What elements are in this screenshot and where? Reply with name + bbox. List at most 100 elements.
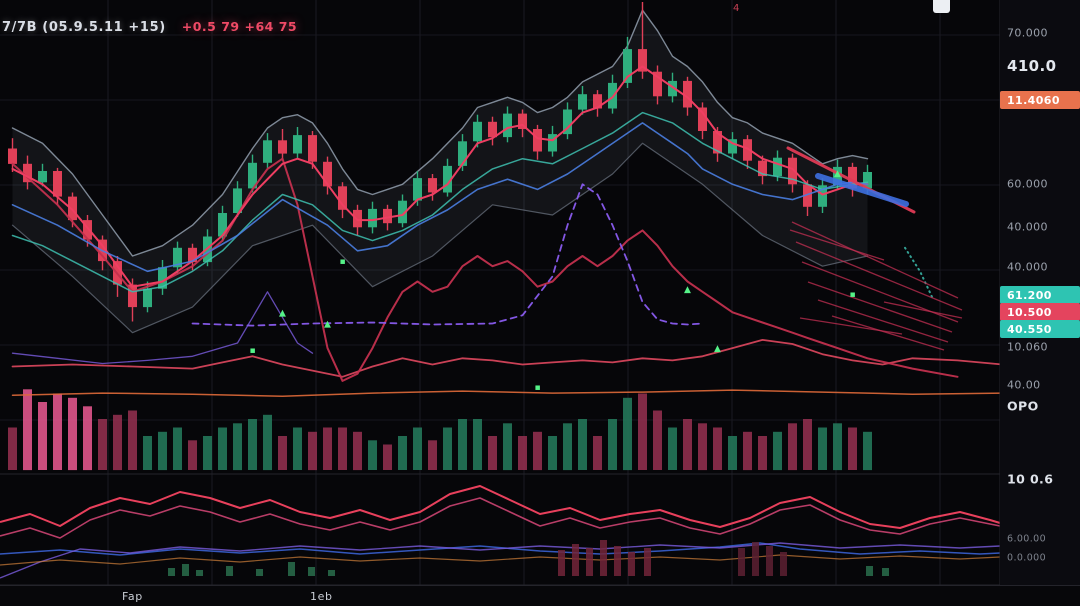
volume-bar: [398, 436, 407, 470]
volume-bar: [428, 440, 437, 470]
volume-bar: [848, 427, 857, 470]
candle-body: [473, 121, 482, 142]
candle-body: [653, 71, 662, 97]
candle-body: [128, 284, 137, 308]
oscillator-histogram-bar: [328, 570, 335, 576]
candle-body: [323, 161, 332, 187]
candle-body: [533, 129, 542, 152]
volume-bar: [293, 427, 302, 470]
candle-body: [563, 109, 572, 135]
price-axis-label: 0.0.000: [1007, 552, 1047, 564]
signal-marker: ▲: [684, 285, 691, 295]
lower-band-line: [11, 142, 869, 334]
oscillator-histogram-bar: [168, 568, 175, 576]
volume-bar: [368, 440, 377, 470]
volume-bar: [338, 427, 347, 470]
price-axis[interactable]: 70.000 410.0 11.4060 60.000 40.000 40.000 61.2…: [1000, 0, 1080, 585]
trend-arrow[interactable]: [815, 173, 909, 207]
oscillator-histogram-bar: [288, 562, 295, 576]
volume-bar: [248, 419, 257, 470]
oscillator-histogram-bar: [572, 544, 579, 576]
time-axis-label: 1eb: [310, 590, 333, 603]
candle-body: [833, 166, 842, 186]
candle-body: [848, 166, 857, 189]
candle-body: [458, 141, 467, 166]
volume-bar: [263, 414, 272, 471]
wedge-line: [791, 221, 959, 299]
wedge-line: [789, 229, 885, 261]
volume-bar: [803, 419, 812, 470]
candle-body: [683, 80, 692, 108]
candle-body: [623, 49, 632, 83]
price-axis-label: 40.000: [1007, 260, 1048, 274]
upper-band-line: [11, 9, 869, 257]
signal-marker: ▪: [534, 383, 540, 393]
volume-bar: [728, 436, 737, 470]
volume-bar: [8, 427, 17, 470]
purple-dashed-line: [191, 183, 704, 327]
candle-body: [68, 196, 77, 221]
volume-bar: [203, 436, 212, 470]
main-red-line: [11, 65, 869, 288]
candle-body: [173, 247, 182, 268]
signal-marker: ▲: [324, 320, 331, 330]
volume-bar: [668, 427, 677, 470]
signal-marker: ▲: [834, 169, 841, 179]
price-axis-label: 410.0: [1007, 57, 1057, 75]
orange-baseline: [11, 389, 1004, 397]
candle-body: [53, 171, 62, 197]
time-axis-label: Fap: [122, 590, 143, 603]
volume-bar: [788, 423, 797, 471]
candle-body: [158, 267, 167, 289]
oscillator-histogram-bar: [586, 548, 593, 576]
volume-bar: [158, 431, 167, 471]
purple-spike-line: [11, 291, 314, 365]
candle-body: [518, 113, 527, 129]
volume-bar: [98, 419, 107, 470]
top-mark: 4: [733, 3, 740, 14]
candle-body: [488, 121, 497, 138]
signal-marker: ▪: [849, 290, 855, 300]
volume-bar: [143, 436, 152, 470]
time-axis[interactable]: Fap 1eb: [0, 585, 1080, 606]
price-axis-label: OPO: [1007, 398, 1039, 414]
candle-body: [188, 247, 197, 263]
oscillator-histogram-bar: [882, 568, 889, 576]
volume-bar: [608, 419, 617, 470]
osc-orange: [0, 554, 1001, 566]
volume-bar: [518, 436, 527, 470]
candle-body: [398, 200, 407, 224]
volume-bar: [383, 444, 392, 470]
volume-bar: [308, 431, 317, 471]
volume-bar: [353, 431, 362, 471]
oscillator-histogram-bar: [308, 567, 315, 576]
support-line: [11, 339, 1004, 378]
oscillator-histogram-bar: [226, 566, 233, 576]
price-badge: 11.4060: [1000, 91, 1080, 109]
volume-bar: [503, 423, 512, 471]
candle-body: [38, 171, 47, 183]
volume-bar: [533, 431, 542, 471]
volume-bar: [68, 397, 77, 471]
signal-marker: ▲: [714, 344, 721, 354]
volume-bar: [473, 419, 482, 470]
window-button[interactable]: [933, 0, 950, 13]
candle-body: [8, 148, 17, 164]
candle-body: [368, 208, 377, 228]
volume-bar: [623, 397, 632, 471]
volume-bar: [548, 436, 557, 470]
volume-bar: [698, 423, 707, 471]
oscillator-histogram-bar: [780, 552, 787, 576]
volume-bar: [128, 410, 137, 470]
candle-body: [308, 135, 317, 162]
candle-body: [698, 107, 707, 131]
candle-body: [428, 178, 437, 193]
oscillator-histogram-bar: [644, 548, 651, 576]
wedge-line: [795, 241, 963, 311]
oscillator-histogram-bar: [738, 548, 745, 576]
candle-body: [263, 140, 272, 163]
volume-bar: [413, 427, 422, 470]
candle-body: [23, 163, 32, 183]
volume-bar: [713, 427, 722, 470]
